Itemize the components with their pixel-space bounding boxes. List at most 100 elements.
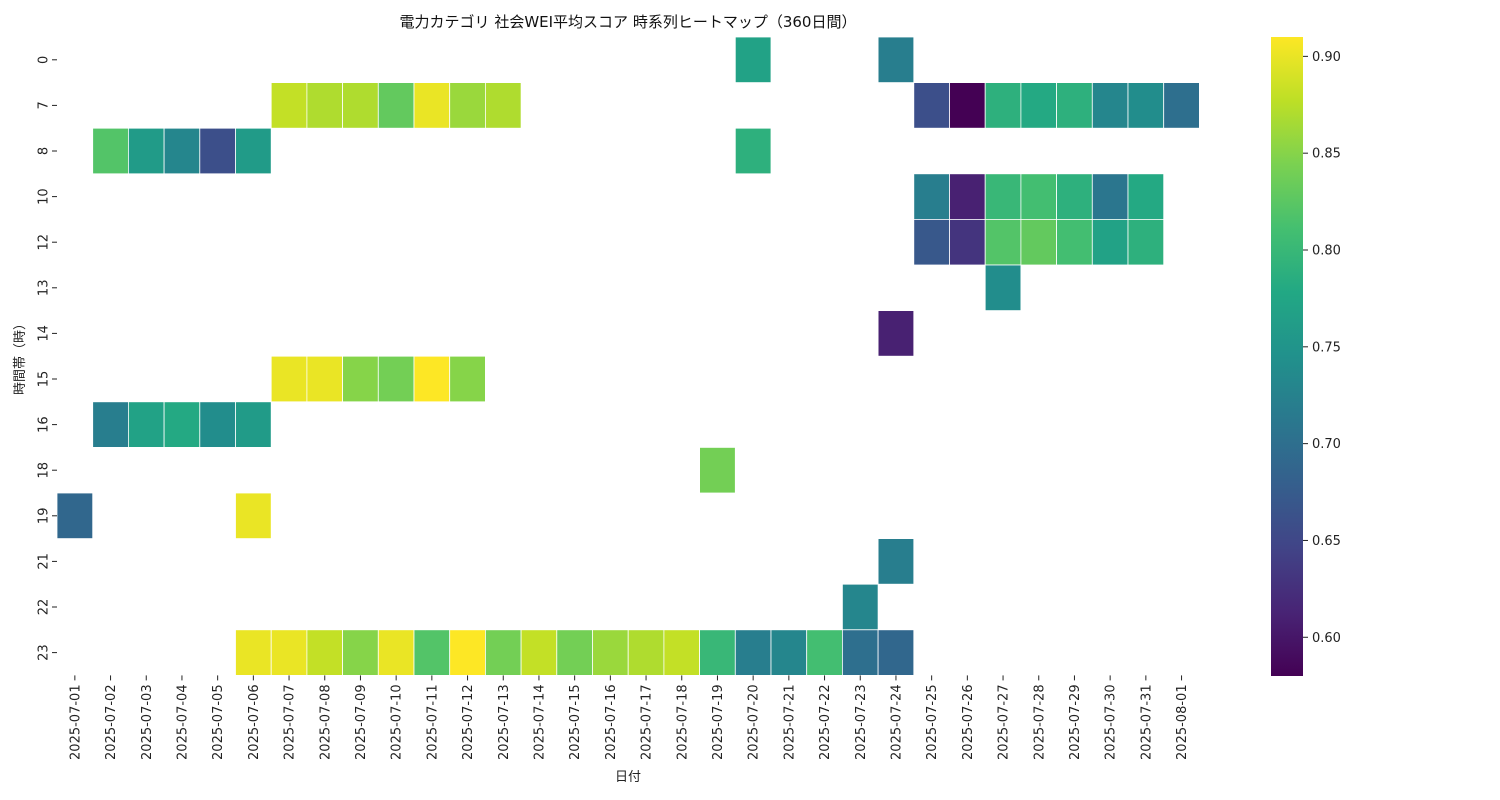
x-tick-label: 2025-07-27 (997, 684, 1012, 760)
colorbar-tick-label: 0.65 (1312, 534, 1341, 549)
heatmap-cell (770, 629, 808, 676)
heatmap-cell (377, 355, 415, 403)
heatmap-cell (520, 629, 558, 676)
x-tick-label: 2025-07-29 (1068, 684, 1083, 760)
heatmap-cell (1056, 218, 1093, 266)
heatmap-cell (984, 82, 1022, 129)
heatmap-cell (734, 629, 772, 676)
heatmap-cell (1091, 173, 1129, 220)
y-axis-ticks: 0 7 8 10 12 13 14 15 16 18 19 21 22 23 (37, 56, 57, 661)
heatmap-cell (1127, 173, 1165, 220)
heatmap-cell (449, 629, 486, 676)
heatmap-cell (806, 629, 843, 676)
heatmap-cell (1020, 173, 1058, 220)
heatmap-cell (235, 401, 272, 448)
heatmap-cell (877, 538, 915, 585)
y-tick-label: 13 (37, 280, 52, 297)
x-tick-label: 2025-07-26 (961, 684, 976, 760)
x-tick-label: 2025-07-16 (604, 684, 619, 760)
heatmap-cell (1127, 82, 1165, 129)
heatmap-cell (199, 127, 236, 175)
colorbar-tick-label: 0.85 (1312, 147, 1341, 162)
colorbar-tick-label: 0.90 (1312, 50, 1341, 65)
y-tick-label: 18 (37, 462, 52, 479)
x-tick-label: 2025-07-01 (68, 684, 83, 760)
x-tick-label: 2025-07-24 (890, 684, 905, 760)
x-tick-label: 2025-07-22 (818, 684, 833, 760)
heatmap-cell (984, 264, 1022, 311)
heatmap-cell (1056, 82, 1093, 129)
heatmap-cell (270, 629, 308, 676)
y-tick-label: 21 (37, 553, 52, 570)
heatmap-cell (484, 629, 522, 676)
x-tick-label: 2025-07-31 (1139, 684, 1154, 760)
x-tick-label: 2025-07-12 (461, 684, 476, 760)
colorbar-tick-label: 0.70 (1312, 437, 1341, 452)
x-tick-label: 2025-07-21 (782, 684, 797, 760)
x-tick-label: 2025-07-11 (425, 684, 440, 760)
heatmap-cell (1091, 82, 1129, 129)
heatmap-cell (1056, 173, 1093, 220)
x-tick-label: 2025-07-03 (140, 684, 155, 760)
x-tick-label: 2025-07-20 (747, 684, 762, 760)
heatmap-cell (913, 173, 950, 220)
x-tick-label: 2025-08-01 (1175, 684, 1190, 760)
y-tick-label: 22 (37, 599, 52, 616)
heatmap-cell (842, 629, 879, 676)
heatmap-cell (699, 446, 736, 494)
x-tick-label: 2025-07-15 (568, 684, 583, 760)
heatmap-cell (306, 629, 343, 676)
y-tick-label: 7 (37, 101, 52, 109)
heatmap-cell (877, 36, 915, 83)
heatmap-cell (92, 401, 129, 448)
x-tick-label: 2025-07-18 (675, 684, 690, 760)
y-tick-label: 12 (37, 234, 52, 251)
y-tick-label: 0 (37, 56, 52, 64)
x-axis-ticks: 2025-07-01 2025-07-02 2025-07-03 2025-07-04… (68, 675, 1190, 760)
heatmap-cell (1127, 218, 1165, 266)
heatmap-cell (734, 36, 772, 83)
heatmap-cell (449, 355, 486, 403)
heatmap-cell (235, 629, 272, 676)
colorbar (1271, 37, 1303, 676)
heatmap-cell (877, 310, 915, 357)
y-tick-label: 16 (37, 416, 52, 433)
y-tick-label: 23 (37, 644, 52, 661)
heatmap-cell (377, 82, 415, 129)
chart-title: 電力カテゴリ 社会WEI平均スコア 時系列ヒートマップ（360日間） (400, 13, 857, 31)
heatmap-cell (235, 127, 272, 175)
heatmap-cell (1091, 218, 1129, 266)
heatmap-cell (699, 629, 736, 676)
heatmap-cell (913, 82, 950, 129)
y-axis-title: 時間帯（時） (13, 317, 28, 395)
x-tick-label: 2025-07-30 (1104, 684, 1119, 760)
heatmap-cell (163, 401, 201, 448)
x-tick-label: 2025-07-06 (247, 684, 262, 760)
heatmap-cell (984, 173, 1022, 220)
x-axis-title: 日付 (615, 770, 641, 785)
colorbar-ticks: 0.60 0.65 0.70 0.75 0.80 0.85 0.90 (1303, 50, 1341, 646)
heatmap-cell (913, 218, 950, 266)
colorbar-tick-label: 0.60 (1312, 631, 1341, 646)
heatmap-cell (270, 355, 308, 403)
heatmap-cell (592, 629, 629, 676)
heatmap-cell (984, 218, 1022, 266)
heatmap-cell (413, 82, 451, 129)
x-tick-label: 2025-07-09 (354, 684, 369, 760)
heatmap-cell (842, 583, 879, 631)
heatmap-cell (413, 629, 451, 676)
heatmap-cell (949, 82, 986, 129)
x-tick-label: 2025-07-08 (318, 684, 333, 760)
heatmap-cell (306, 355, 343, 403)
heatmap-cell (127, 127, 165, 175)
heatmap-cell (163, 127, 201, 175)
x-tick-label: 2025-07-28 (1032, 684, 1047, 760)
heatmap-cell (484, 82, 522, 129)
heatmap-cell (342, 355, 379, 403)
heatmap-cell (627, 629, 665, 676)
heatmap-cell (270, 82, 308, 129)
x-tick-label: 2025-07-14 (533, 684, 548, 760)
x-tick-label: 2025-07-19 (711, 684, 726, 760)
heatmap-cell (877, 629, 915, 676)
x-tick-label: 2025-07-25 (925, 684, 940, 760)
